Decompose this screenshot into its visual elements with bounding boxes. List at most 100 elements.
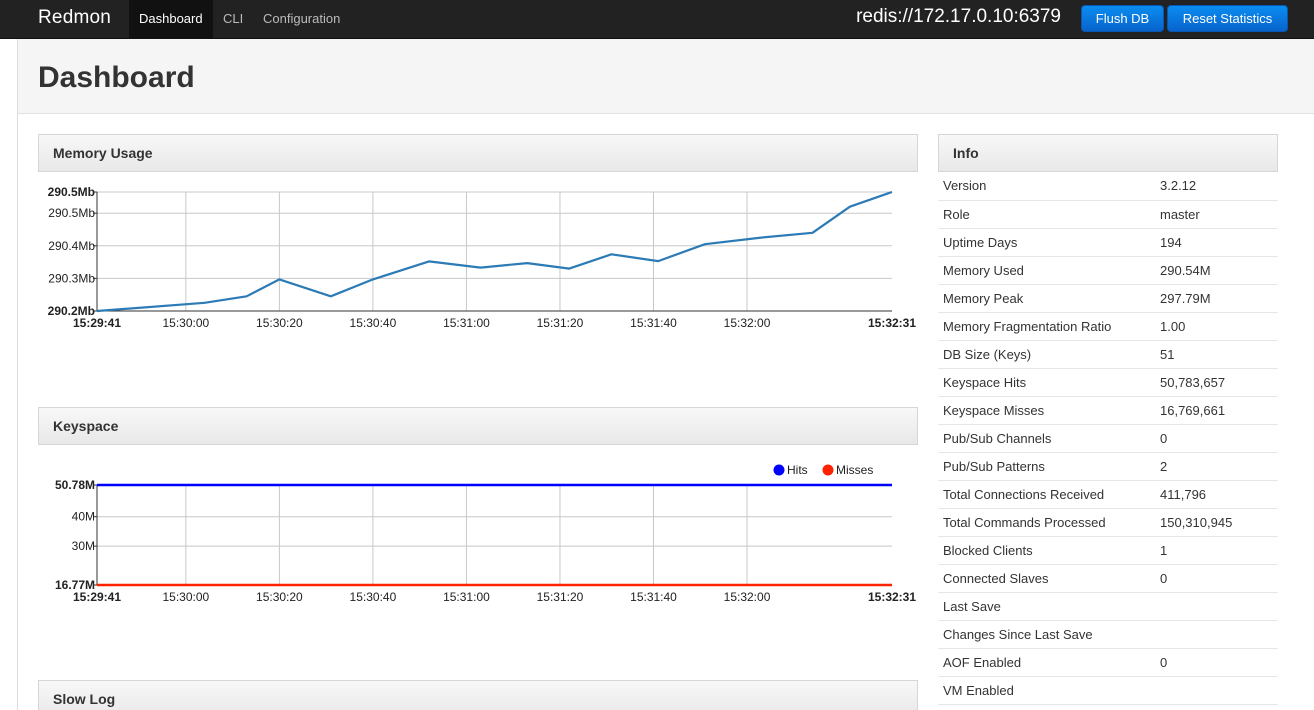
x-tick-label: 15:30:00 <box>162 316 209 330</box>
info-label: Connected Slaves <box>938 564 1152 593</box>
info-row: Keyspace Misses 16,769,661 <box>938 396 1278 425</box>
info-label: Pub/Sub Patterns <box>938 452 1152 481</box>
info-value: 1.00 <box>1152 312 1278 341</box>
x-tick-label: 15:30:20 <box>256 316 303 330</box>
info-row: Uptime Days 194 <box>938 228 1278 257</box>
info-row: Pub/Sub Channels 0 <box>938 424 1278 453</box>
misses-legend-marker <box>822 464 834 476</box>
info-label: Total Commands Processed <box>938 508 1152 537</box>
info-label: Role <box>938 200 1152 229</box>
info-row: Memory Fragmentation Ratio 1.00 <box>938 312 1278 341</box>
info-value <box>1152 676 1278 705</box>
info-row: Total Connections Received 411,796 <box>938 480 1278 509</box>
page-header: Dashboard <box>18 39 1314 114</box>
x-tick-label: 15:30:40 <box>350 590 397 604</box>
info-label: Last Save <box>938 592 1152 621</box>
info-row: VM Enabled <box>938 676 1278 705</box>
info-row: Last Save <box>938 592 1278 621</box>
x-tick-label: 15:30:00 <box>162 590 209 604</box>
info-label: Uptime Days <box>938 228 1152 257</box>
info-row: Memory Peak 297.79M <box>938 284 1278 313</box>
info-value: 16,769,661 <box>1152 396 1278 425</box>
info-value <box>1152 620 1278 649</box>
top-navbar: Redmon Dashboard CLI Configuration redis… <box>0 0 1314 39</box>
server-address: redis://172.17.0.10:6379 <box>856 6 1061 27</box>
info-value: 297.79M <box>1152 284 1278 313</box>
nav-configuration[interactable]: Configuration <box>263 11 341 26</box>
y-tick-label: 290.5Mb <box>48 185 95 199</box>
info-value: 411,796 <box>1152 480 1278 509</box>
y-tick-label: 30M <box>72 539 95 553</box>
y-tick-label: 16.77M <box>55 578 95 592</box>
y-tick-label: 290.2Mb <box>48 304 95 318</box>
nav-cli[interactable]: CLI <box>223 11 244 26</box>
info-row: Memory Used 290.54M <box>938 256 1278 285</box>
x-tick-label: 15:31:40 <box>630 316 677 330</box>
info-table: Version 3.2.12 Role master Uptime Days 194 Mem… <box>938 172 1278 705</box>
main-container: Dashboard <box>17 39 1314 710</box>
info-value: 3.2.12 <box>1152 172 1278 201</box>
x-tick-label: 15:30:40 <box>350 316 397 330</box>
x-tick-label: 15:32:00 <box>724 590 771 604</box>
nav-dashboard[interactable]: Dashboard <box>129 0 213 39</box>
info-label: Pub/Sub Channels <box>938 424 1152 453</box>
x-tick-label: 15:32:31 <box>868 590 916 604</box>
x-tick-label: 15:30:20 <box>256 590 303 604</box>
info-value: 150,310,945 <box>1152 508 1278 537</box>
y-tick-label: 290.4Mb <box>48 239 95 253</box>
info-label: VM Enabled <box>938 676 1152 705</box>
info-label: Memory Used <box>938 256 1152 285</box>
info-label: Keyspace Hits <box>938 368 1152 397</box>
reset-statistics-button[interactable]: Reset Statistics <box>1167 5 1288 32</box>
slow-log-panel-header: Slow Log <box>38 680 918 710</box>
info-panel-header: Info <box>938 134 1278 172</box>
x-tick-label: 15:31:20 <box>537 590 584 604</box>
keyspace-chart: 15:29:41 15:30:00 15:30:20 15:30:40 15:31:00… <box>55 463 916 604</box>
info-label: Blocked Clients <box>938 536 1152 565</box>
x-tick-label: 15:31:00 <box>443 590 490 604</box>
y-tick-label: 290.5Mb <box>48 206 95 220</box>
info-label: Total Connections Received <box>938 480 1152 509</box>
hits-legend-marker <box>773 464 785 476</box>
y-tick-label: 290.3Mb <box>48 271 95 285</box>
info-row: Version 3.2.12 <box>938 172 1278 201</box>
info-value: 2 <box>1152 452 1278 481</box>
info-value: 0 <box>1152 424 1278 453</box>
info-label: DB Size (Keys) <box>938 340 1152 369</box>
x-tick-label: 15:29:41 <box>73 590 121 604</box>
info-value: 0 <box>1152 564 1278 593</box>
x-tick-label: 15:32:31 <box>868 316 916 330</box>
info-value: 1 <box>1152 536 1278 565</box>
page-title: Dashboard <box>38 61 195 94</box>
info-value: master <box>1152 200 1278 229</box>
info-row: Changes Since Last Save <box>938 620 1278 649</box>
info-value: 290.54M <box>1152 256 1278 285</box>
info-row: Role master <box>938 200 1278 229</box>
flush-db-button[interactable]: Flush DB <box>1081 5 1164 32</box>
memory-usage-chart: 15:29:41 15:30:00 15:30:20 15:30:40 15:31:00… <box>48 185 917 330</box>
info-label: Version <box>938 172 1152 201</box>
info-value: 194 <box>1152 228 1278 257</box>
misses-legend-label: Misses <box>836 463 873 477</box>
info-value: 50,783,657 <box>1152 368 1278 397</box>
info-label: Changes Since Last Save <box>938 620 1152 649</box>
info-row: Connected Slaves 0 <box>938 564 1278 593</box>
info-row: Keyspace Hits 50,783,657 <box>938 368 1278 397</box>
memory-usage-panel-header: Memory Usage <box>38 134 918 172</box>
x-tick-label: 15:29:41 <box>73 316 121 330</box>
info-row: AOF Enabled 0 <box>938 648 1278 677</box>
info-row: Total Commands Processed 150,310,945 <box>938 508 1278 537</box>
x-tick-label: 15:31:40 <box>630 590 677 604</box>
info-value: 0 <box>1152 648 1278 677</box>
brand-logo[interactable]: Redmon <box>38 7 112 28</box>
hits-legend-label: Hits <box>787 463 808 477</box>
memory-series-line <box>96 190 893 313</box>
info-value <box>1152 592 1278 621</box>
x-tick-label: 15:31:00 <box>443 316 490 330</box>
info-label: AOF Enabled <box>938 648 1152 677</box>
y-tick-label: 40M <box>72 510 95 524</box>
x-tick-label: 15:32:00 <box>724 316 771 330</box>
info-row: DB Size (Keys) 51 <box>938 340 1278 369</box>
x-tick-label: 15:31:20 <box>537 316 584 330</box>
info-label: Memory Peak <box>938 284 1152 313</box>
